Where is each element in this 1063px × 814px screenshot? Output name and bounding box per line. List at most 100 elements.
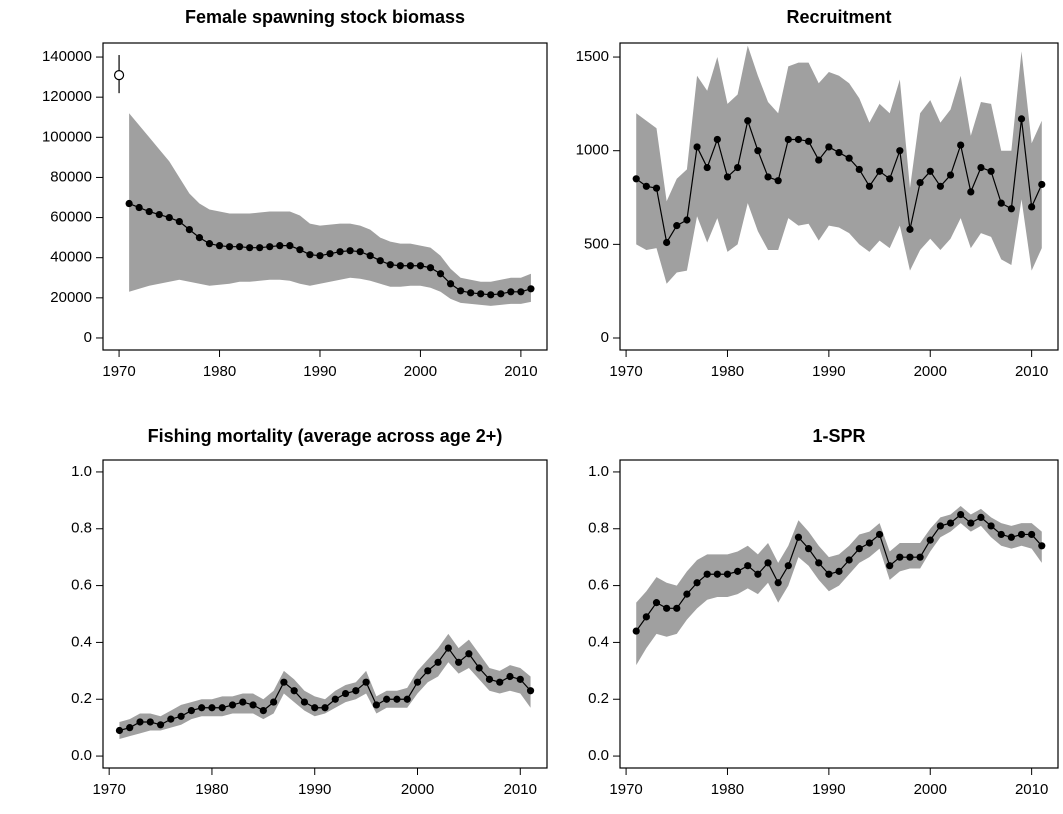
data-point (156, 721, 165, 729)
data-point (1038, 180, 1046, 189)
data-point (734, 567, 742, 575)
data-point (794, 135, 803, 144)
data-point (346, 247, 354, 255)
y-tick-label: 0.8 (71, 520, 92, 537)
data-point (916, 178, 924, 187)
data-point (376, 257, 384, 265)
data-point (506, 672, 514, 681)
data-point (306, 251, 314, 259)
confidence-band (119, 633, 531, 740)
data-point (341, 689, 350, 698)
data-point (236, 243, 244, 251)
data-point (997, 530, 1005, 539)
data-point (754, 147, 762, 155)
y-tick-label: 1500 (576, 48, 609, 65)
y-tick-label: 120000 (42, 88, 92, 105)
data-point (886, 562, 894, 570)
data-point (187, 707, 195, 715)
data-point (835, 567, 843, 575)
plot-frame (619, 459, 1059, 769)
data-point (177, 712, 185, 720)
x-tick-label: 1980 (195, 781, 228, 798)
data-point (300, 698, 309, 706)
data-point (497, 290, 505, 298)
data-point (215, 242, 224, 250)
data-point (126, 724, 134, 732)
data-point (527, 285, 535, 293)
data-point (855, 165, 863, 174)
data-point (713, 135, 721, 144)
data-point (703, 570, 711, 578)
data-point (906, 553, 914, 561)
data-point (713, 570, 721, 578)
data-point (632, 175, 640, 183)
data-point (936, 522, 944, 530)
data-point (218, 704, 226, 712)
y-tick-label: 60000 (50, 209, 92, 226)
data-point (455, 658, 463, 666)
data-point (383, 695, 391, 703)
data-point (987, 167, 995, 175)
data-point (436, 270, 445, 278)
data-point (195, 234, 204, 242)
y-tick-label: 20000 (50, 289, 92, 306)
y-tick-label: 1.0 (588, 463, 609, 480)
y-tick-label: 0.6 (588, 577, 609, 594)
data-point (723, 173, 732, 181)
data-point (175, 217, 183, 226)
data-point (784, 135, 792, 144)
data-point (845, 556, 853, 564)
data-point (228, 701, 237, 709)
data-point (835, 148, 843, 157)
data-point (663, 238, 671, 247)
data-point (1038, 542, 1046, 550)
data-point (1028, 203, 1036, 211)
data-point (516, 675, 524, 683)
x-tick-label: 1970 (609, 363, 642, 380)
data-point (155, 210, 163, 219)
data-point (946, 519, 955, 527)
data-point (477, 290, 485, 298)
data-point (136, 718, 144, 726)
data-point (426, 264, 435, 272)
x-tick-label: 1990 (812, 363, 845, 380)
data-point (205, 240, 214, 248)
x-tick-label: 2000 (401, 781, 434, 798)
y-tick-label: 1.0 (71, 463, 92, 480)
data-point (366, 252, 374, 260)
data-point (997, 199, 1005, 207)
x-tick-label: 1980 (711, 781, 744, 798)
x-tick-label: 1990 (812, 781, 845, 798)
data-point (936, 182, 944, 190)
data-point (259, 707, 267, 715)
data-point (815, 156, 823, 164)
data-point (825, 570, 833, 578)
data-point (916, 553, 924, 561)
x-tick-label: 1990 (303, 363, 336, 380)
x-tick-label: 1970 (609, 781, 642, 798)
data-point (703, 163, 711, 172)
data-point (926, 167, 934, 175)
data-point (280, 678, 288, 686)
data-point (886, 175, 894, 183)
data-point (896, 147, 904, 155)
data-point (825, 143, 833, 151)
panel-title: Recruitment (786, 7, 891, 27)
y-tick-label: 0 (601, 329, 609, 346)
data-point (693, 143, 701, 151)
data-point (526, 687, 535, 695)
y-tick-label: 0.2 (71, 690, 92, 707)
data-point (467, 289, 475, 297)
data-point (424, 667, 432, 675)
data-point (316, 252, 324, 260)
y-tick-label: 0.2 (588, 690, 609, 707)
data-point (693, 579, 701, 587)
data-point (475, 664, 483, 672)
data-point (1007, 205, 1015, 213)
data-point (967, 188, 975, 196)
data-point (256, 244, 264, 252)
data-point (239, 698, 247, 706)
y-tick-label: 100000 (42, 128, 92, 145)
data-point (987, 522, 995, 530)
data-point (362, 678, 370, 686)
